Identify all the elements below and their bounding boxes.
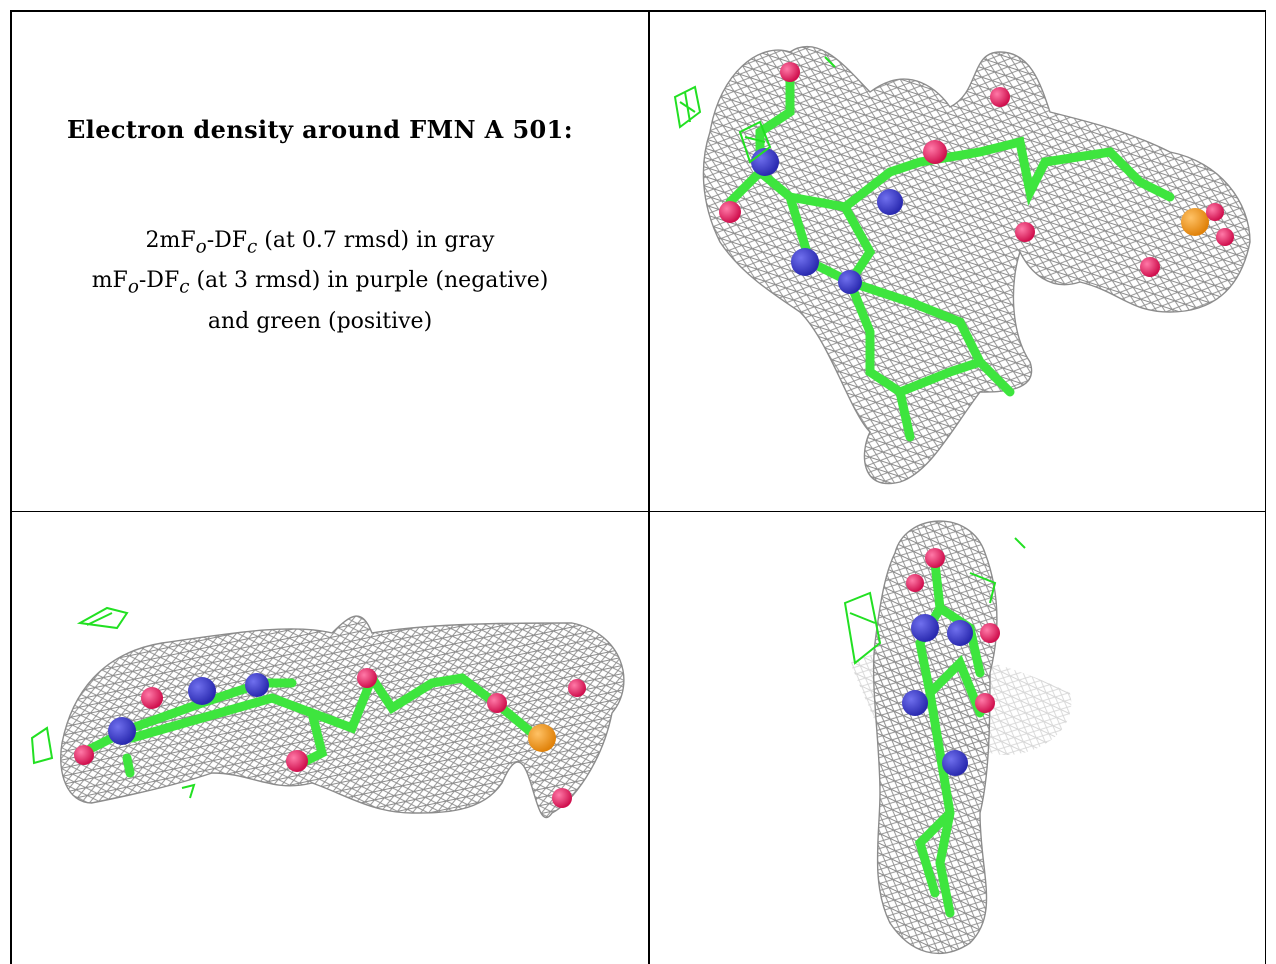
frame-right-border [1264, 10, 1266, 964]
density-mesh [60, 615, 625, 819]
carbon-bonds [725, 67, 1175, 442]
horizontal-divider-left [10, 511, 648, 512]
frame-left-border [10, 10, 12, 964]
legend-line-2fo-fc: 2mFo-DFc (at 0.7 rmsd) in gray [145, 228, 495, 258]
end-view-render [843, 520, 1072, 955]
figure-frame [10, 10, 1266, 964]
frame-top-border [10, 10, 1266, 12]
top-view-render [673, 45, 1251, 485]
caption-title: Electron density around FMN A 501: [66, 115, 574, 144]
legend-line-green: and green (positive) [207, 308, 433, 334]
positive-density-mesh [30, 606, 196, 799]
positive-density-mesh [673, 56, 836, 164]
caption-panel: Electron density around FMN A 501: 2mFo-… [20, 115, 620, 339]
positive-density-mesh [843, 537, 1026, 665]
density-panel-side-view [12, 513, 646, 964]
atom-spheres [902, 548, 1000, 776]
density-panel-end-view [650, 513, 1264, 964]
vertical-divider [648, 10, 650, 964]
side-view-render [30, 606, 625, 819]
density-panel-top-view [650, 12, 1264, 510]
atom-spheres [74, 668, 586, 808]
horizontal-divider-right [650, 511, 1266, 512]
legend-line-fo-fc: mFo-DFc (at 3 rmsd) in purple (negative) [91, 268, 549, 298]
